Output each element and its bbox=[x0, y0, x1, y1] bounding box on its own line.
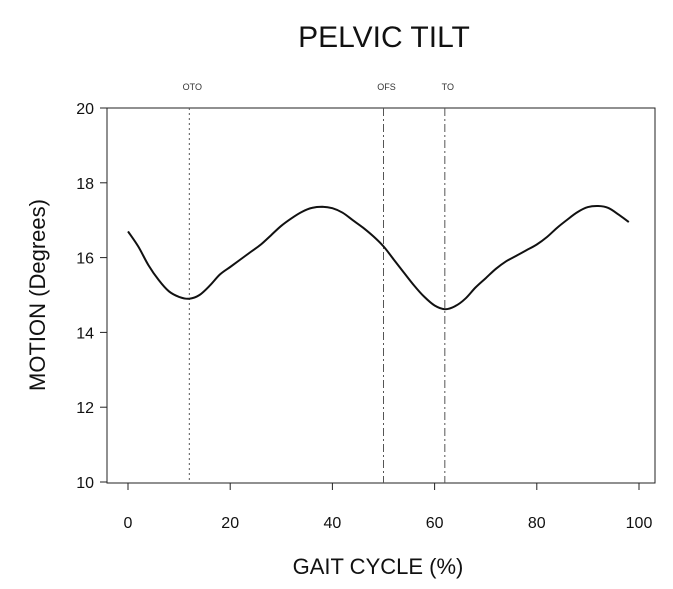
x-tick-label: 20 bbox=[221, 515, 239, 532]
y-tick-label: 12 bbox=[76, 400, 94, 417]
y-tick-label: 20 bbox=[76, 101, 94, 118]
plot-frame bbox=[106, 107, 656, 484]
series-line bbox=[127, 204, 630, 311]
x-tick-label: 80 bbox=[528, 515, 546, 532]
y-tick-label: 14 bbox=[76, 325, 94, 342]
event-label-oto: OTO bbox=[183, 82, 202, 92]
y-tick-label: 18 bbox=[76, 176, 94, 193]
y-tick-label: 16 bbox=[76, 251, 94, 268]
x-axis-label: GAIT CYCLE (%) bbox=[293, 554, 464, 579]
y-axis: 10 12 14 16 18 20 bbox=[76, 101, 107, 492]
y-axis-label: MOTION (Degrees) bbox=[25, 199, 50, 391]
x-tick-label: 100 bbox=[626, 515, 653, 532]
event-label-ofs: OFS bbox=[377, 82, 396, 92]
x-tick-label: 40 bbox=[324, 515, 342, 532]
x-tick-label: 0 bbox=[124, 515, 133, 532]
x-tick-label: 60 bbox=[426, 515, 444, 532]
event-label-to: TO bbox=[442, 82, 454, 92]
gait-event-markers: OTO OFS TO bbox=[183, 82, 454, 483]
y-tick-label: 10 bbox=[76, 475, 94, 492]
chart-title: PELVIC TILT bbox=[298, 21, 470, 54]
x-axis: 0 20 40 60 80 100 bbox=[124, 483, 653, 532]
